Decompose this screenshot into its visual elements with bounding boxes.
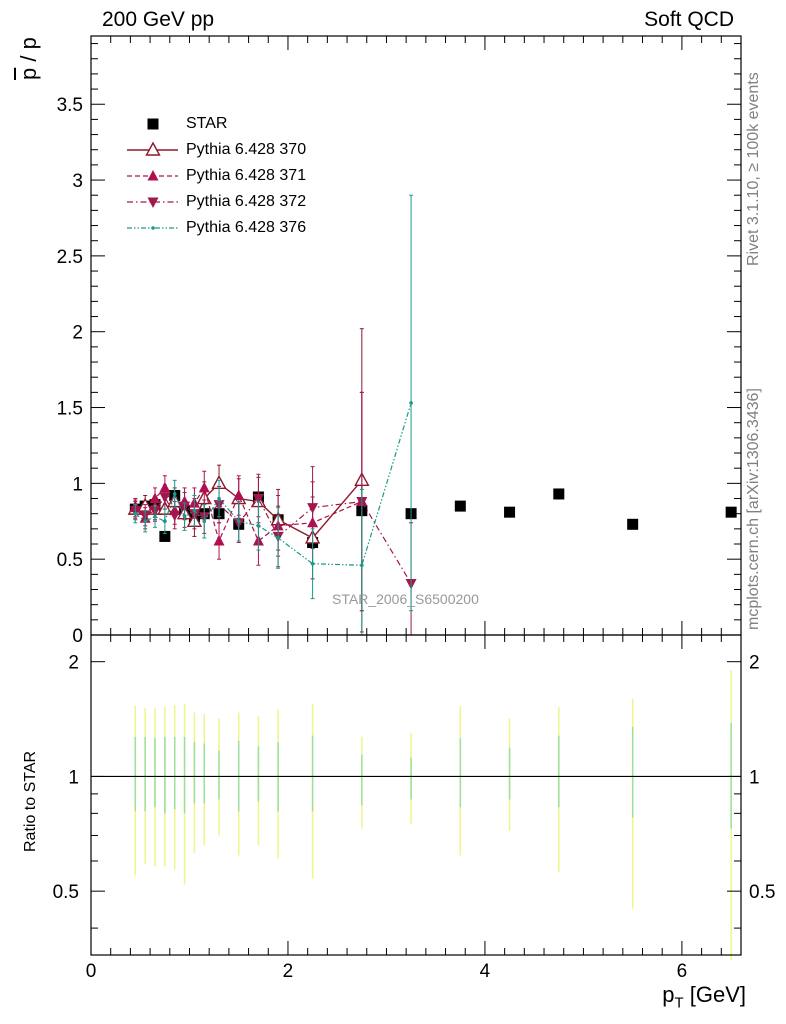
data-point [198,481,210,493]
legend-label-pythia-376: Pythia 6.428 376 [186,219,307,236]
series-line [134,402,412,566]
ratio-uncertainty-bands [91,670,741,960]
mcplots-label: mcplots.cern.ch [arXiv:1306.3436] [745,388,762,630]
analysis-label: STAR_2006_S6500200 [332,591,479,607]
data-point [276,536,280,540]
data-point [725,506,737,518]
data-point [627,518,639,530]
legend-label-star: STAR [186,115,228,132]
data-point [202,519,207,524]
legend-label-pythia-372: Pythia 6.428 372 [186,193,307,210]
y-tick-label: 1.5 [57,399,83,420]
legend-entry-1 [127,141,178,156]
data-point [217,496,221,501]
ratio-frame [90,634,742,956]
main-series-layer [127,194,737,636]
data-point [233,489,245,500]
ratio-y-tick-label: 2 [68,653,79,674]
legend-label-pythia-371: Pythia 6.428 371 [186,167,307,184]
y-tick-label: 3.5 [57,95,83,116]
data-point [409,401,413,405]
x-tick-label: 0 [86,961,97,982]
data-point [133,511,138,516]
data-point [236,519,241,524]
y-tick-label: 0 [72,626,83,647]
legend [127,118,178,230]
data-point [159,530,171,542]
axis-ticks [90,36,742,955]
x-axis-label: pT [GeV] [662,982,746,1012]
x-tick-label: 2 [283,961,294,982]
ratio-y-tick-label: 0.5 [53,882,79,903]
series-4 [133,194,414,636]
legend-marker [145,141,161,156]
data-point [169,510,181,522]
ratio-y-tick-label-right: 1 [749,767,760,788]
data-point [192,508,197,513]
data-point [553,488,565,500]
legend-marker [147,118,159,130]
legend-marker [151,226,155,230]
data-point [252,494,264,505]
data-point [310,561,315,566]
legend-marker [147,197,159,208]
data-point [360,563,364,568]
data-point [182,514,187,519]
data-point [213,534,225,546]
ratio-y-tick-label-right: 2 [749,653,760,674]
axis-tick-labels: 0 2 4 6 0 0.5 1 1.5 2 2.5 3 3.5 0.5 0.5 1 1 2 2 [53,95,776,982]
y-tick-label: 0.5 [57,550,83,571]
ratio-y-tick-label-right: 0.5 [749,882,775,903]
data-point [307,503,319,514]
y-tick-label: 2.5 [57,247,83,268]
legend-entry-4 [127,226,178,230]
x-tick-label: 6 [677,961,688,982]
y-tick-label: 3 [72,171,83,192]
x-tick-label: 4 [480,961,491,982]
legend-entry-0 [147,118,159,130]
process-label: Soft QCD [644,8,734,31]
data-point [159,492,171,504]
legend-label-pythia-370: Pythia 6.428 370 [186,141,307,158]
data-point [143,519,147,524]
data-point [504,506,516,518]
data-point [163,519,167,524]
data-point [454,500,466,512]
rivet-version-label: Rivet 3.1.10, ≥ 100k events [745,72,762,266]
data-point [149,492,161,504]
data-point [172,492,177,496]
y-tick-label: 2 [72,323,83,344]
legend-entry-2 [127,170,178,181]
main-y-axis-label: p / p [16,37,41,80]
axes-frames [90,35,742,956]
ratio-y-axis-label: Ratio to STAR [22,750,39,852]
legend-entry-3 [127,197,178,208]
data-point [256,524,261,528]
data-point [153,514,157,519]
ratio-y-tick-label: 1 [68,767,79,788]
collision-label: 200 GeV pp [102,8,215,31]
y-tick-label: 1 [72,474,83,495]
legend-marker [147,170,159,181]
